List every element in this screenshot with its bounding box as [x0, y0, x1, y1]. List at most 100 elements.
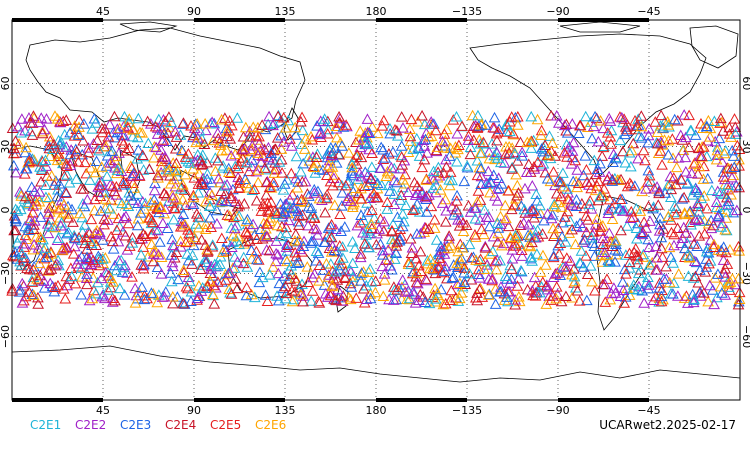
observation-triangle	[553, 248, 566, 259]
observation-triangle	[299, 196, 311, 207]
observation-triangle	[12, 120, 24, 132]
observation-triangle	[292, 215, 305, 227]
observation-triangle	[252, 164, 265, 175]
observation-triangle	[311, 120, 323, 131]
observation-triangle	[597, 232, 609, 243]
observation-triangle	[131, 152, 144, 164]
observation-triangle	[391, 130, 404, 141]
observation-triangle	[515, 264, 527, 276]
observation-triangle	[529, 290, 542, 301]
observation-triangle	[40, 179, 52, 190]
observation-triangle	[454, 254, 466, 265]
observation-triangle	[494, 286, 506, 297]
observation-triangle	[504, 277, 516, 288]
observation-triangle	[649, 240, 662, 252]
observation-triangle	[443, 232, 455, 244]
legend-entry: C2E6	[255, 418, 287, 432]
observation-triangle	[418, 140, 431, 151]
observation-triangle	[683, 206, 696, 217]
observation-triangle	[495, 239, 508, 251]
observation-triangle	[134, 207, 147, 218]
observation-triangle	[571, 164, 584, 175]
observation-triangle	[536, 228, 549, 239]
observation-triangle	[354, 141, 367, 153]
observation-triangle	[272, 267, 285, 279]
observation-triangle	[194, 211, 207, 223]
observation-triangle	[717, 171, 730, 182]
observation-triangle	[92, 253, 105, 264]
observation-triangle	[652, 199, 665, 210]
observation-markers	[6, 109, 746, 310]
observation-triangle	[82, 142, 95, 153]
observation-triangle	[636, 228, 649, 240]
observation-triangle	[260, 163, 273, 175]
observation-triangle	[715, 287, 728, 298]
observation-triangle	[31, 272, 43, 284]
observation-triangle	[558, 211, 571, 222]
observation-triangle	[381, 203, 394, 214]
observation-triangle	[490, 146, 503, 158]
observation-triangle	[37, 233, 49, 245]
observation-triangle	[309, 167, 322, 178]
observation-triangle	[388, 162, 401, 174]
observation-triangle	[149, 120, 162, 132]
observation-triangle	[388, 174, 401, 186]
observation-triangle	[651, 181, 663, 192]
lat-tick-label-right: −60	[740, 325, 750, 348]
observation-triangle	[443, 174, 456, 185]
observation-triangle	[259, 289, 272, 300]
observation-triangle	[192, 187, 205, 198]
observation-triangle	[477, 136, 490, 148]
observation-triangle	[451, 278, 464, 290]
observation-triangle	[414, 245, 427, 257]
observation-triangle	[474, 194, 487, 205]
observation-triangle	[420, 174, 433, 185]
observation-triangle	[702, 295, 714, 307]
observation-triangle	[156, 124, 169, 135]
observation-triangle	[240, 177, 253, 189]
observation-triangle	[221, 130, 234, 142]
observation-triangle	[579, 110, 592, 122]
observation-triangle	[662, 134, 675, 146]
observation-triangle	[28, 185, 41, 197]
observation-triangle	[443, 150, 456, 161]
observation-triangle	[310, 245, 323, 256]
observation-triangle	[35, 175, 47, 187]
observation-triangle	[396, 220, 409, 232]
observation-triangle	[711, 211, 724, 223]
observation-triangle	[277, 136, 290, 147]
observation-triangle	[727, 150, 740, 161]
observation-triangle	[486, 274, 498, 286]
observation-triangle	[307, 271, 319, 283]
observation-triangle	[413, 142, 425, 153]
observation-triangle	[623, 247, 636, 259]
observation-triangle	[90, 239, 103, 251]
observation-triangle	[708, 238, 720, 250]
observation-triangle	[118, 110, 131, 122]
observation-triangle	[84, 162, 97, 173]
observation-triangle	[158, 187, 171, 199]
observation-triangle	[660, 260, 672, 272]
observation-triangle	[387, 294, 400, 305]
observation-triangle	[732, 240, 745, 252]
observation-triangle	[42, 208, 55, 219]
observation-triangle	[430, 234, 443, 245]
observation-triangle	[127, 167, 140, 179]
observation-triangle	[293, 219, 305, 230]
observation-triangle	[388, 253, 401, 264]
observation-triangle	[410, 276, 423, 288]
observation-triangle	[57, 115, 70, 127]
observation-triangle	[640, 276, 653, 288]
observation-triangle	[453, 139, 465, 151]
observation-triangle	[305, 235, 318, 246]
observation-triangle	[225, 149, 238, 161]
observation-triangle	[233, 238, 245, 250]
observation-triangle	[325, 218, 338, 230]
observation-triangle	[692, 213, 705, 225]
observation-triangle	[102, 284, 114, 295]
observation-triangle	[104, 179, 117, 190]
observation-triangle	[561, 127, 574, 138]
observation-triangle	[571, 284, 584, 296]
observation-triangle	[560, 260, 572, 272]
observation-triangle	[178, 184, 191, 195]
